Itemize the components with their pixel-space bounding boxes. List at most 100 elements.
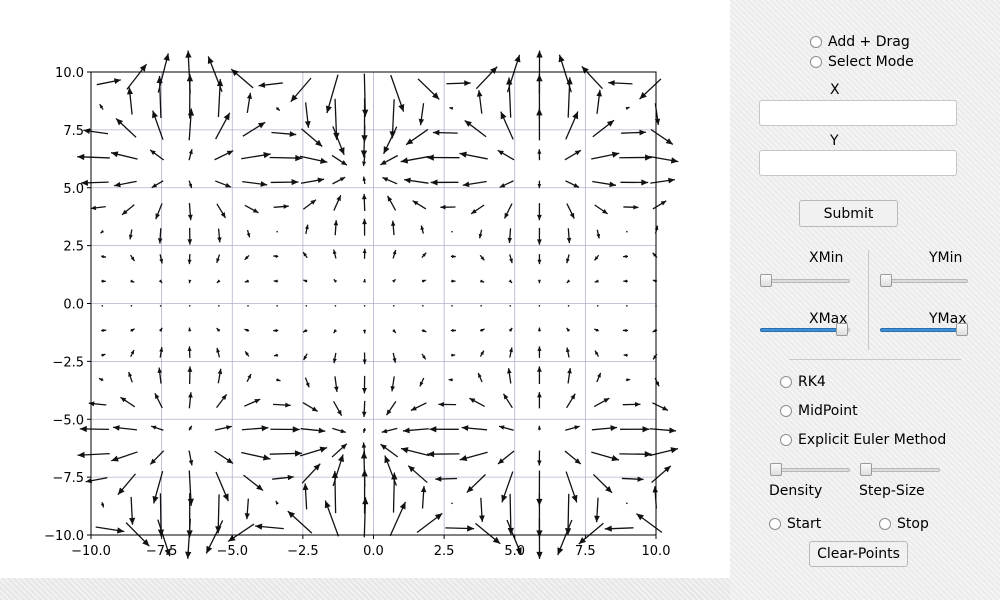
field-arrowhead bbox=[642, 426, 650, 433]
slider-handle[interactable] bbox=[880, 274, 892, 287]
field-arrowhead bbox=[157, 367, 163, 374]
field-arrowhead bbox=[536, 551, 543, 559]
radio-circle[interactable] bbox=[780, 376, 792, 388]
field-arrowhead bbox=[128, 234, 133, 240]
field-arrowhead bbox=[290, 94, 298, 102]
field-arrowhead bbox=[449, 106, 454, 110]
field-arrowhead bbox=[188, 279, 192, 284]
field-arrowhead bbox=[652, 486, 658, 493]
start-radio[interactable]: Start bbox=[769, 516, 821, 532]
field-arrowhead bbox=[362, 176, 367, 181]
field-arrowhead bbox=[663, 465, 671, 473]
field-arrowhead bbox=[187, 214, 193, 221]
field-arrowhead bbox=[114, 181, 121, 188]
field-arrowhead bbox=[536, 74, 543, 82]
plot-area[interactable]: −10.0 −7.5 −5.0 −2.5 0.0 2.5 5.0 7.5 10.0 10.0 7.5… bbox=[0, 0, 730, 578]
density-slider[interactable] bbox=[770, 462, 850, 478]
field-arrow bbox=[101, 305, 104, 307]
field-arrowhead bbox=[187, 346, 192, 352]
field-arrowhead bbox=[231, 69, 239, 77]
quiver-plot[interactable]: −10.0 −7.5 −5.0 −2.5 0.0 2.5 5.0 7.5 10.0 10.0 7.5… bbox=[0, 0, 730, 578]
euler-radio[interactable]: Explicit Euler Method bbox=[780, 432, 946, 448]
slider-handle[interactable] bbox=[836, 323, 848, 336]
field-arrowhead bbox=[497, 150, 504, 156]
field-arrowhead bbox=[467, 525, 475, 532]
field-arrowhead bbox=[398, 104, 405, 112]
field-arrowhead bbox=[537, 327, 542, 332]
field-arrow bbox=[276, 305, 278, 307]
density-label: Density bbox=[769, 483, 823, 499]
field-arrowhead bbox=[130, 256, 135, 261]
rk4-radio[interactable]: RK4 bbox=[780, 374, 826, 390]
field-arrowhead bbox=[244, 279, 249, 283]
field-arrow bbox=[626, 230, 628, 233]
field-arrowhead bbox=[462, 181, 470, 188]
field-arrowhead bbox=[432, 129, 440, 136]
field-arrowhead bbox=[464, 80, 471, 87]
field-arrowhead bbox=[332, 358, 337, 364]
field-arrowhead bbox=[508, 327, 513, 332]
field-arrowhead bbox=[471, 208, 477, 214]
xmax-slider[interactable] bbox=[760, 322, 850, 338]
radio-circle[interactable] bbox=[879, 518, 891, 530]
clear-points-button[interactable]: Clear-Points bbox=[809, 541, 908, 567]
field-arrowhead bbox=[362, 248, 367, 254]
field-arrowhead bbox=[362, 428, 367, 433]
field-arrowhead bbox=[302, 329, 308, 333]
radio-circle[interactable] bbox=[810, 56, 822, 68]
field-arrowhead bbox=[77, 451, 85, 459]
radio-circle[interactable] bbox=[780, 434, 792, 446]
submit-button[interactable]: Submit bbox=[799, 200, 898, 227]
field-arrowhead bbox=[469, 398, 476, 403]
field-arrowhead bbox=[536, 50, 543, 58]
field-arrowhead bbox=[318, 427, 326, 434]
field-arrowhead bbox=[400, 447, 409, 454]
field-arrowhead bbox=[333, 220, 339, 226]
ymin-slider[interactable] bbox=[880, 273, 968, 289]
field-arrowhead bbox=[507, 237, 513, 243]
y-input[interactable] bbox=[759, 150, 957, 176]
field-arrow bbox=[334, 305, 337, 307]
field-arrowhead bbox=[361, 193, 367, 200]
slider-groove bbox=[770, 468, 850, 472]
stop-radio[interactable]: Stop bbox=[879, 516, 929, 532]
field-arrowhead bbox=[422, 252, 427, 257]
field-arrowhead bbox=[130, 349, 135, 355]
field-arrowhead bbox=[217, 237, 222, 243]
field-arrow bbox=[626, 305, 628, 307]
slider-handle[interactable] bbox=[760, 274, 772, 287]
field-arrowhead bbox=[258, 82, 266, 88]
field-arrowhead bbox=[207, 56, 214, 64]
step-size-slider[interactable] bbox=[860, 462, 940, 478]
slider-handle[interactable] bbox=[956, 323, 968, 336]
radio-circle[interactable] bbox=[810, 36, 822, 48]
ymax-slider[interactable] bbox=[880, 322, 968, 338]
slider-handle[interactable] bbox=[770, 463, 782, 476]
field-arrowhead bbox=[129, 517, 136, 525]
xmin-slider[interactable] bbox=[760, 273, 850, 289]
add-drag-radio[interactable]: Add + Drag bbox=[810, 34, 910, 50]
x-tick-label: −2.5 bbox=[287, 544, 319, 559]
field-arrowhead bbox=[499, 425, 505, 430]
radio-circle[interactable] bbox=[780, 405, 792, 417]
field-arrowhead bbox=[480, 350, 484, 355]
field-arrowhead bbox=[187, 239, 193, 245]
x-input[interactable] bbox=[759, 100, 957, 126]
field-arrowhead bbox=[90, 205, 97, 211]
field-arrowhead bbox=[420, 485, 427, 493]
field-arrowhead bbox=[459, 151, 467, 158]
field-arrowhead bbox=[252, 208, 259, 213]
field-arrowhead bbox=[139, 64, 147, 72]
slider-handle[interactable] bbox=[860, 463, 872, 476]
field-arrowhead bbox=[188, 149, 193, 155]
midpoint-radio[interactable]: MidPoint bbox=[780, 403, 858, 419]
field-arrowhead bbox=[245, 351, 249, 356]
radio-circle[interactable] bbox=[769, 518, 781, 530]
field-arrowhead bbox=[262, 454, 271, 461]
field-arrowhead bbox=[412, 200, 419, 206]
field-arrowhead bbox=[595, 350, 599, 355]
field-arrowhead bbox=[113, 425, 120, 431]
field-arrowhead bbox=[163, 53, 170, 61]
select-mode-radio[interactable]: Select Mode bbox=[810, 54, 914, 70]
field-arrowhead bbox=[596, 233, 601, 239]
